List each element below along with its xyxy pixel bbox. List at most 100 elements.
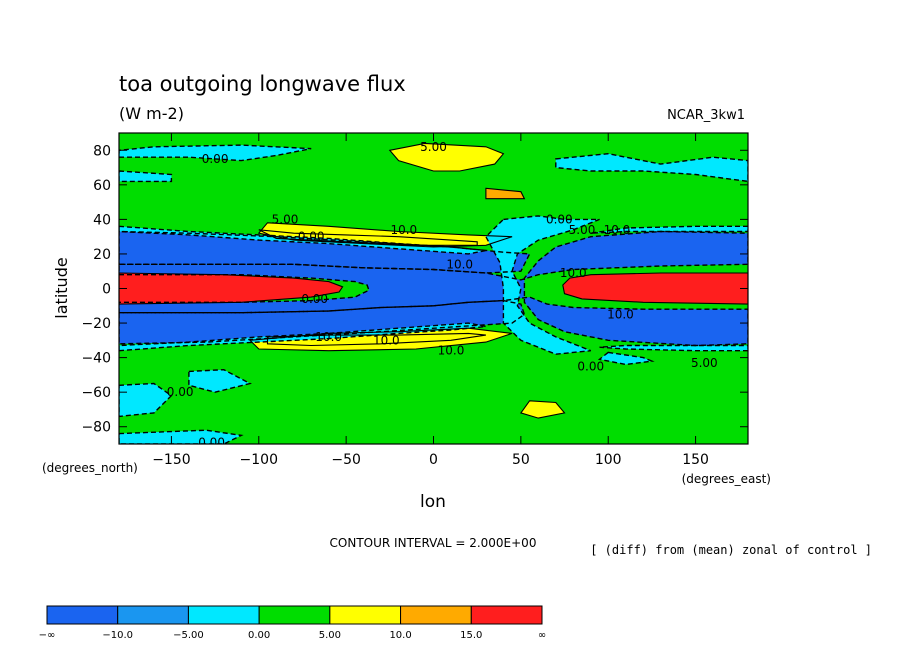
contour-line-0: [119, 230, 748, 347]
contour-label-2: 5.00: [272, 212, 299, 226]
contour-line-17: [119, 170, 173, 183]
contour-line-18: [555, 152, 748, 183]
contour-line-21: [119, 322, 487, 352]
y-tick-label: −20: [81, 316, 111, 332]
contour-line-9: [248, 327, 513, 352]
y-tick-label: 20: [93, 247, 111, 263]
contour-label-12: 5.00: [691, 356, 718, 370]
contour-line-22: [590, 225, 748, 234]
region-lt_-10-1: [119, 231, 530, 273]
colorbar-swatch-2: [187, 605, 260, 625]
y-unit-label: (degrees_north): [42, 461, 138, 475]
x-tick-label: 100: [595, 452, 622, 468]
contour-label-8: 10.0: [604, 223, 631, 237]
run-label: NCAR_3kw1: [667, 108, 745, 123]
x-tick-label: 0: [429, 452, 438, 468]
contour-label-17: 0.00: [198, 435, 225, 449]
y-tick-label: 60: [93, 178, 111, 194]
colorbar-label-4: 5.00: [319, 630, 341, 641]
chart-title: toa outgoing longwave flux: [119, 72, 406, 96]
y-tick-label: −80: [81, 420, 111, 436]
region-5_to_10-7: [389, 143, 504, 171]
contour-label-0: 0.00: [202, 152, 229, 166]
contour-label-6: 0.00: [546, 212, 573, 226]
colorbar-swatch-5: [400, 605, 472, 625]
contour-line-3: [119, 272, 344, 305]
y-tick-label: 40: [93, 212, 111, 228]
contour-line-10: [520, 400, 566, 419]
contour-line-6: [266, 332, 486, 347]
region-0_to_-5-14: [119, 430, 242, 444]
colorbar-swatch-4: [329, 605, 402, 625]
colorbar-swatch-3: [258, 605, 331, 625]
region-lt_-10-0: [119, 231, 748, 346]
contour-label-13: 10.0: [315, 330, 342, 344]
x-tick-label: 50: [512, 452, 530, 468]
colorbar-swatch-1: [117, 605, 189, 625]
contour-label-4: 10.0: [390, 223, 417, 237]
region-0_to_-5-17: [119, 171, 172, 182]
contour-line-12: [119, 382, 173, 418]
x-tick-label: 150: [682, 452, 709, 468]
contour-line-5: [258, 229, 478, 246]
contour-label-9: 10.0: [560, 266, 587, 280]
contour-label-10: 10.0: [607, 307, 634, 321]
x-tick-label: −150: [152, 452, 190, 468]
region-gt_15-3: [119, 273, 343, 305]
region-0_to_-5-19: [485, 215, 600, 355]
contour-line-23: [599, 344, 748, 352]
y-tick-label: 0: [102, 282, 111, 298]
region-lt_-10-2: [119, 300, 525, 344]
contour-interval-note: CONTOUR INTERVAL = 2.000E+00: [330, 536, 537, 550]
contour-label-18: 0.00: [301, 292, 328, 306]
colorbar-label-1: −10.0: [102, 630, 133, 641]
y-axis: 80 60 40 20 0 −20 −40 −60 −80: [81, 143, 748, 436]
contour-line-19: [485, 215, 600, 355]
contour-line-4: [562, 272, 748, 305]
contour-line-20: [119, 225, 487, 255]
x-axis-label: lon: [420, 492, 446, 512]
contour-label-3: 0.00: [298, 230, 325, 244]
contour-label-14: 10.0: [373, 333, 400, 347]
colorbar-swatch-0: [46, 605, 119, 625]
contour-labels: 0.00 5.00 5.00 0.00 10.0 10.0 0.00 5.00 10.0 10.0…: [167, 140, 718, 449]
region-0_to_-5-18: [555, 153, 748, 182]
colorbar-label-2: −5.00: [173, 630, 204, 641]
y-tick-label: −40: [81, 351, 111, 367]
contour-label-15: 10.0: [438, 344, 465, 358]
colorbar-label-3: 0.00: [248, 630, 270, 641]
colorbar-label-6: 15.0: [460, 630, 482, 641]
region-5_to_10-10: [520, 400, 565, 419]
y-tick-label: 80: [93, 143, 111, 159]
contour-label-16: 0.00: [167, 385, 194, 399]
chart-units: (W m-2): [119, 104, 184, 123]
region-0_to_-5-23: [599, 345, 748, 351]
contour-line-2: [119, 299, 526, 345]
y-tick-label: −60: [81, 385, 111, 401]
contour-line-14: [119, 429, 244, 444]
x-unit-label: (degrees_east): [682, 472, 771, 486]
colorbar-label-0: −∞: [39, 630, 56, 641]
x-tick-label: −50: [331, 452, 361, 468]
contour-line-16: [119, 144, 312, 162]
colorbar-swatch-6: [470, 605, 543, 625]
contour-line-11: [485, 187, 526, 200]
contour-line-8: [257, 222, 513, 248]
region-5_to_10-11: [485, 188, 525, 199]
contour-label-5: 10.0: [446, 257, 473, 271]
region-0_to_-5-13: [188, 369, 250, 393]
region-gt_15-4: [562, 273, 748, 305]
x-axis: −150 −100 −50 0 50 100 150: [152, 133, 709, 468]
x-tick-label: −100: [240, 452, 278, 468]
colorbar-label-7: ∞: [538, 630, 546, 641]
contour-line-13: [188, 368, 252, 393]
colorbar: −∞ −10.0 −5.00 0.00 5.00 10.0 15.0 ∞: [39, 605, 546, 641]
contour-label-1: 5.00: [420, 140, 447, 154]
contour-lines: [119, 142, 748, 444]
plot-area: 0.00 5.00 5.00 0.00 10.0 10.0 0.00 5.00 10.0 10.0…: [118, 132, 749, 449]
contour-line-15: [597, 351, 655, 366]
contour-line-7: [388, 142, 505, 172]
colorbar-label-5: 10.0: [389, 630, 411, 641]
y-axis-label: latitude: [52, 257, 71, 318]
